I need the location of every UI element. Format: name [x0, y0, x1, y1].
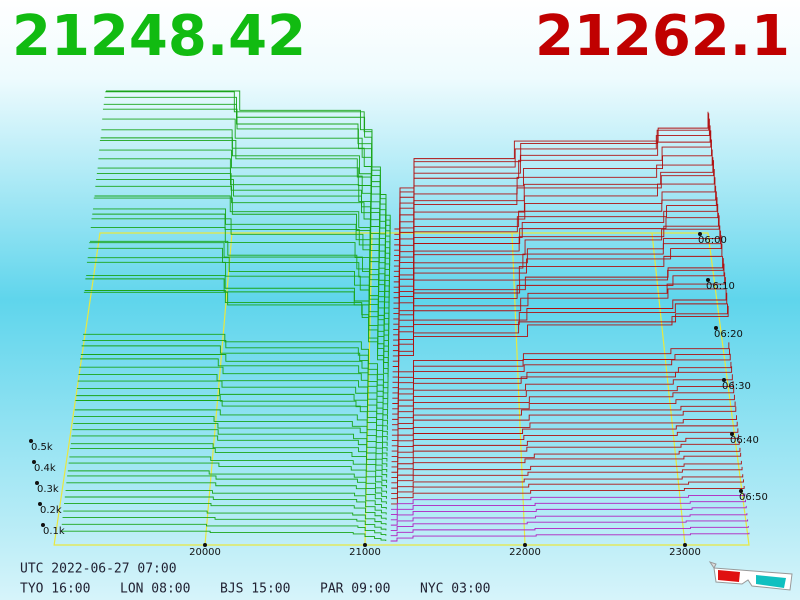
bid-depth-line [66, 482, 387, 504]
bid-price: 21248.42 [12, 4, 306, 69]
time-tick-label: 06:10 [706, 281, 735, 292]
x-tick-label: 20000 [189, 547, 221, 558]
ask-depth-line [390, 526, 749, 537]
ask-depth-line [392, 366, 733, 410]
bid-depth-line [83, 291, 389, 383]
x-tick-label: 23000 [669, 547, 701, 558]
depth-tick [35, 481, 39, 485]
time-tick [714, 326, 718, 330]
bid-depth-line [61, 523, 387, 536]
depth-curves [61, 90, 750, 542]
bid-depth-line [63, 510, 387, 526]
ask-depth-line [391, 485, 745, 505]
ask-depth-line [391, 406, 737, 441]
depth-tick [32, 460, 36, 464]
depth-tick-label: 0.5k [31, 442, 53, 453]
time-tick-label: 06:20 [714, 329, 743, 340]
bid-depth-line [64, 496, 387, 515]
x-tick [523, 543, 527, 547]
ask-depth-line [392, 374, 733, 415]
floor-outline [53, 232, 750, 546]
ask-depth-line [392, 381, 734, 420]
x-tick [203, 543, 207, 547]
time-tick [730, 432, 734, 436]
bid-depth-line [65, 490, 387, 510]
ask-price: 21262.1 [535, 4, 790, 69]
ask-depth-line [391, 474, 744, 494]
x-tick [683, 543, 687, 547]
ask-depth-line [391, 401, 736, 436]
ask-depth-line [390, 532, 750, 542]
depth-tick-label: 0.1k [43, 526, 65, 537]
depth-tick-label: 0.4k [34, 463, 56, 474]
utc-time: UTC 2022-06-27 07:00 [20, 562, 177, 577]
ask-depth-line [390, 505, 747, 521]
ask-depth-line [390, 493, 746, 510]
time-tick [739, 489, 743, 493]
depth-tick [29, 439, 33, 443]
ask-depth-line [391, 452, 742, 478]
ask-depth-line [392, 353, 731, 399]
clock-label: LON 08:00 [120, 582, 190, 597]
depth-tick-label: 0.3k [37, 484, 59, 495]
axis-labels: 20000 21000 22000 23000 0.1k 0.2k 0.3k 0.4k 0.5k… [29, 232, 768, 558]
ask-depth-line [391, 415, 737, 447]
clock-label: PAR 09:00 [320, 582, 390, 597]
x-tick-label: 22000 [509, 547, 541, 558]
ask-depth-line [392, 305, 729, 383]
bid-depth-line [61, 530, 387, 541]
bid-depth-line [62, 517, 387, 531]
ask-depth-line [391, 479, 744, 500]
ask-depth-line [391, 421, 738, 452]
ask-depth-line [391, 434, 740, 463]
time-tick [698, 232, 702, 236]
ask-depth-line [390, 513, 748, 526]
clocks: TYO 16:00 LON 08:00 BJS 15:00 PAR 09:00 NYC … [20, 582, 490, 597]
clock-label: TYO 16:00 [20, 582, 90, 597]
x-tick-label: 21000 [349, 547, 381, 558]
ask-depth-line [391, 460, 742, 484]
ask-depth-line [392, 387, 735, 426]
clock-label: BJS 15:00 [220, 582, 290, 597]
ask-depth-line [391, 440, 740, 468]
time-tick [706, 278, 710, 282]
time-tick-label: 06:30 [722, 381, 751, 392]
depth-tick-label: 0.2k [40, 505, 62, 516]
ask-depth-line [391, 466, 743, 489]
time-tick-label: 06:50 [739, 492, 768, 503]
ask-depth-line [391, 447, 741, 473]
x-tick [363, 543, 367, 547]
ask-depth-line [391, 394, 735, 431]
3d-glasses-icon[interactable] [708, 561, 793, 591]
ask-depth-line [391, 428, 739, 457]
time-tick-label: 06:00 [698, 235, 727, 246]
clock-label: NYC 03:00 [420, 582, 490, 597]
ask-depth-line [390, 519, 749, 531]
ask-depth-line [390, 499, 746, 516]
depth-tick [41, 523, 45, 527]
time-tick [722, 378, 726, 382]
depth-tick [38, 502, 42, 506]
bid-depth-line [64, 502, 387, 520]
time-tick-label: 06:40 [730, 435, 759, 446]
